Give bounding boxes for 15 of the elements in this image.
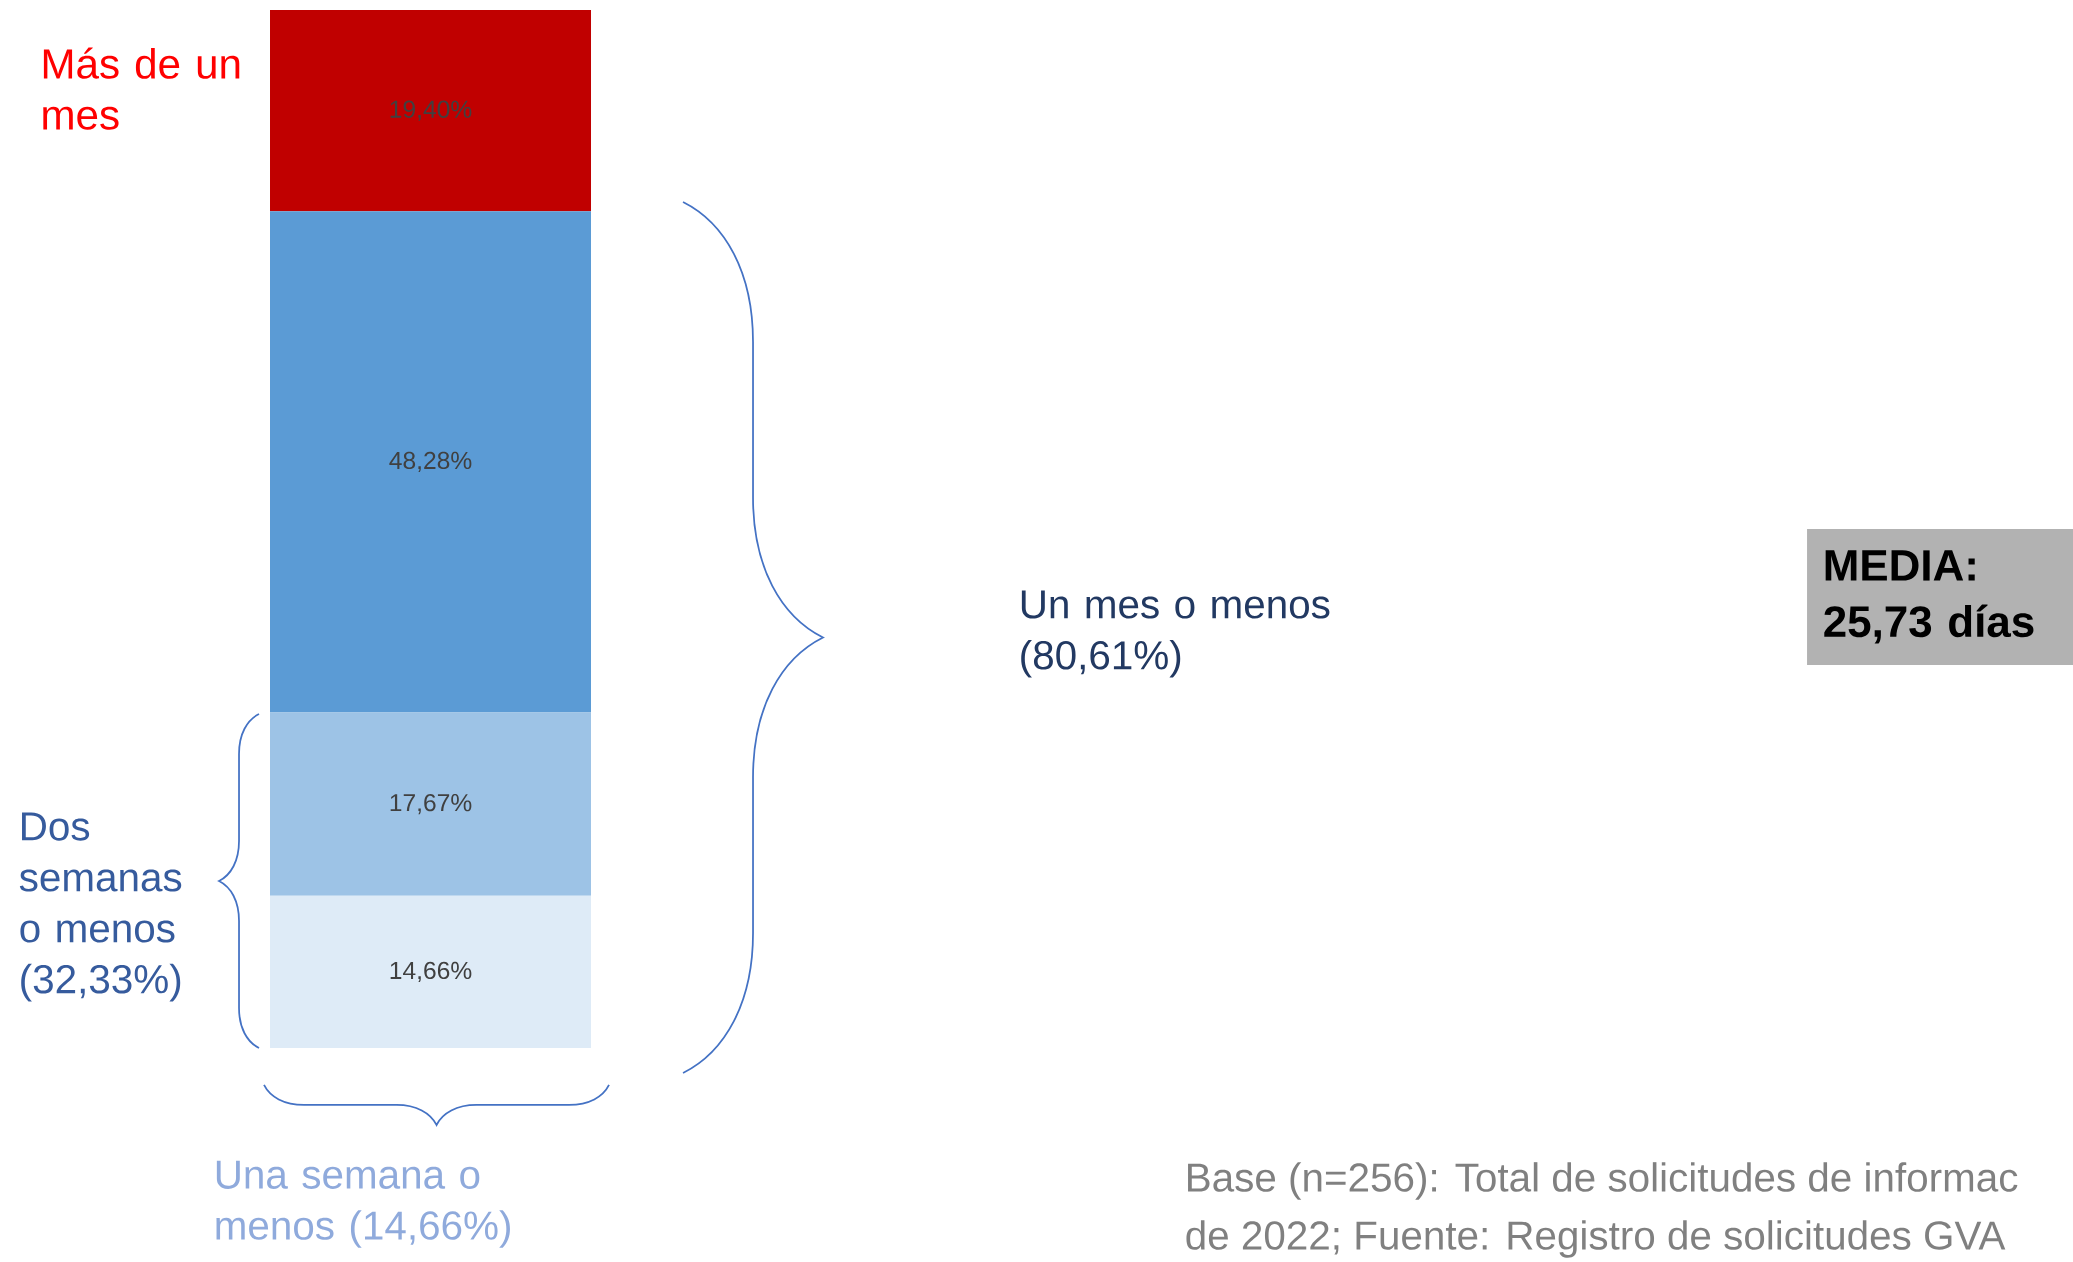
bar [270, 895, 592, 1048]
data-label: 19,40% [390, 100, 472, 121]
data-label: 14,66% [390, 961, 472, 983]
text: de 2022; Fuente: Registro de solicitudes GVA [1186, 1220, 2006, 1258]
bar [270, 712, 592, 896]
data-label: 17,67% [390, 793, 472, 815]
text: Una semana o menos (14,66%) [216, 1160, 510, 1248]
data-label: 48,28% [389, 451, 472, 473]
bar [270, 9, 592, 212]
text: Base (n=256): Total de solicitudes de informac [1188, 1162, 2018, 1200]
text: MEDIA: 25,73 días [1824, 550, 2034, 644]
text: Dos semanas o menos (32,33%) [19, 812, 182, 1002]
text: Un mes o menos (80,61%) [1021, 590, 1330, 678]
series-label: Más de un mes [43, 47, 240, 130]
bar [270, 211, 592, 713]
